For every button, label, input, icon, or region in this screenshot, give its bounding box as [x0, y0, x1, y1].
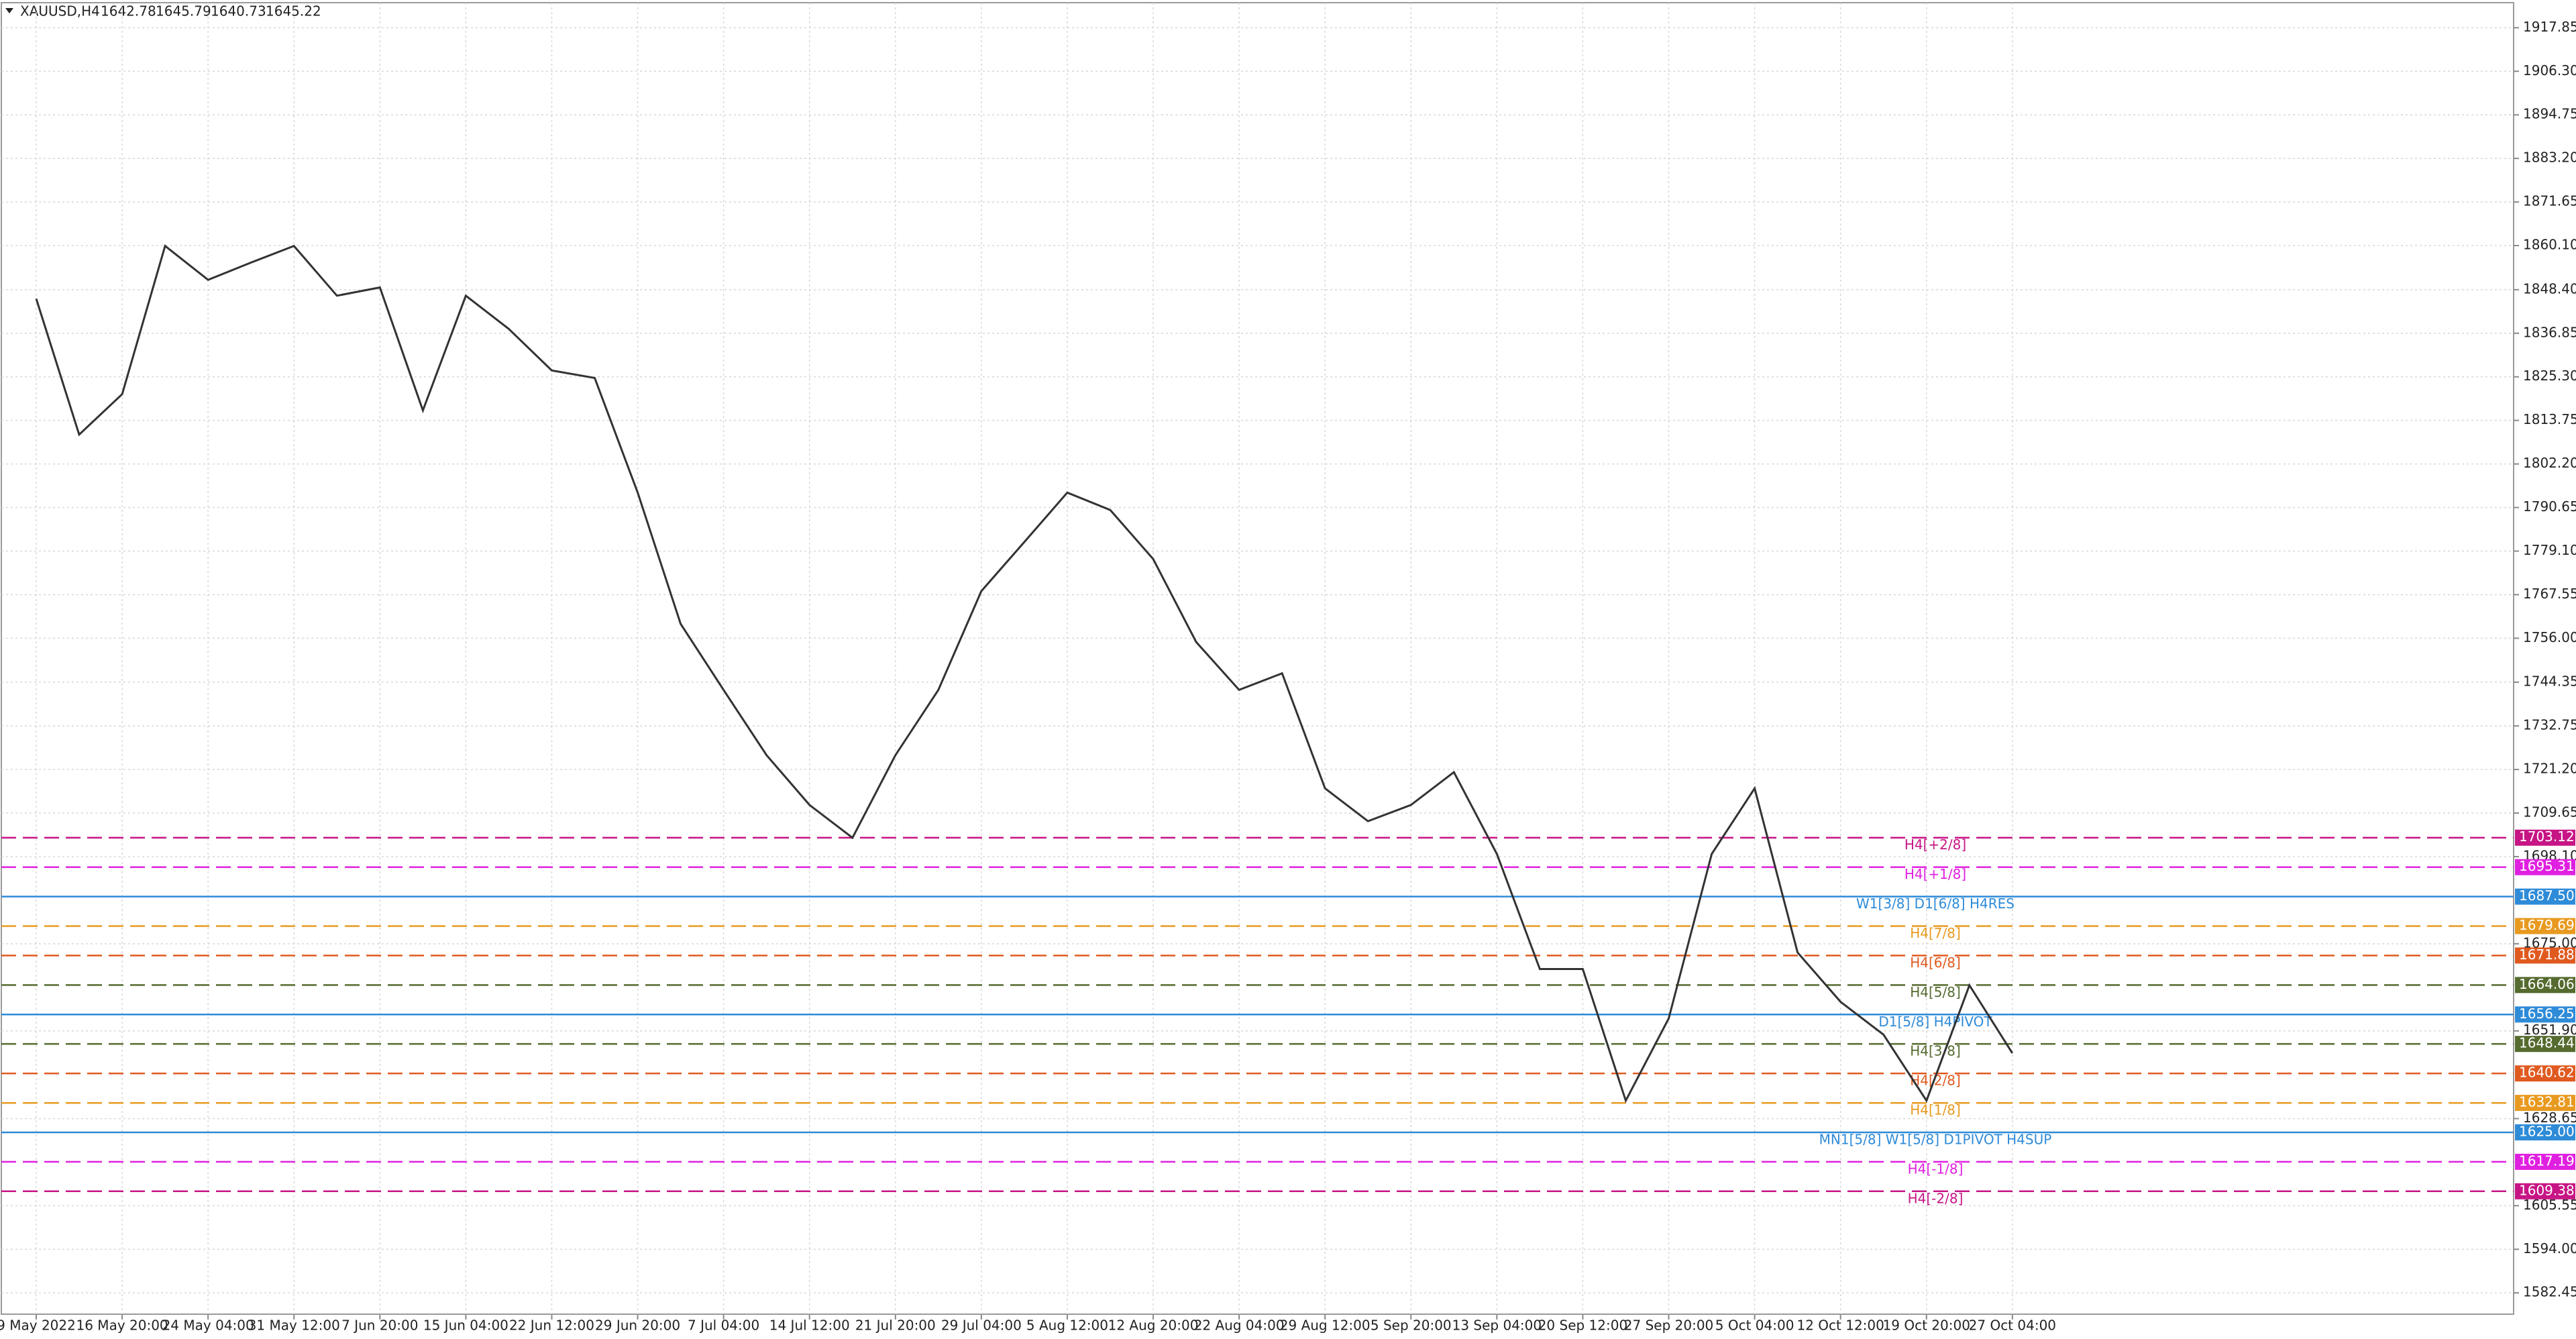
level-value-label: 1679.69: [2519, 917, 2575, 933]
level-label: H4[5/8]: [1910, 984, 1961, 1000]
y-tick-label: 1825.30: [2523, 368, 2576, 384]
level-label: H4[-1/8]: [1908, 1161, 1964, 1177]
x-tick-label: 24 May 04:00: [162, 1318, 254, 1334]
y-tick-label: 1721.20: [2523, 761, 2576, 777]
level-value-label: 1640.62: [2519, 1065, 2575, 1081]
level-value-box: [2515, 1006, 2575, 1023]
level-value-label: 1687.50: [2519, 888, 2575, 904]
level-label: H4[1/8]: [1910, 1102, 1961, 1118]
y-tick-label: 1883.20: [2523, 150, 2576, 166]
y-tick-label: 1813.75: [2523, 411, 2576, 427]
level-value-box: [2515, 1095, 2575, 1112]
y-tick-label: 1836.85: [2523, 324, 2576, 340]
level-label: H4[6/8]: [1910, 955, 1961, 971]
y-tick-label: 1860.10: [2523, 237, 2576, 253]
level-value-box: [2515, 977, 2575, 994]
level-label: D1[5/8] H4PIVOT: [1878, 1014, 1992, 1030]
x-tick-label: 29 Aug 12:00: [1280, 1318, 1371, 1334]
price-line: [35, 244, 2014, 1104]
quote-value: 1640.73: [211, 3, 266, 19]
x-tick-label: 21 Jul 20:00: [855, 1318, 936, 1334]
level-label: MN1[5/8] W1[5/8] D1PIVOT H4SUP: [1819, 1131, 2052, 1147]
x-tick-label: 22 Jun 12:00: [509, 1318, 594, 1334]
x-tick-label: 7 Jul 04:00: [688, 1318, 759, 1334]
level-value-box: [2515, 947, 2575, 964]
x-tick-label: 12 Oct 12:00: [1796, 1318, 1884, 1334]
y-tick-label: 1756.00: [2523, 629, 2576, 645]
y-tick-label: 1732.75: [2523, 717, 2576, 733]
y-tick-label: 1917.85: [2523, 19, 2576, 35]
level-value-box: [2515, 829, 2575, 846]
level-value-box: [2515, 859, 2575, 875]
level-label: H4[7/8]: [1910, 925, 1961, 941]
x-tick-label: 16 May 20:00: [76, 1318, 168, 1334]
level-value-label: 1632.81: [2519, 1094, 2575, 1110]
level-label: H4[3/8]: [1910, 1043, 1961, 1059]
y-tick-label: 1651.90: [2523, 1022, 2576, 1038]
x-tick-label: 19 Oct 20:00: [1883, 1318, 1970, 1334]
level-value-label: 1656.25: [2519, 1006, 2575, 1022]
x-tick-label: 14 Jul 12:00: [769, 1318, 850, 1334]
y-tick-label: 1871.65: [2523, 193, 2576, 209]
symbol: XAUUSD,H4: [20, 3, 100, 19]
x-tick-label: 5 Aug 12:00: [1026, 1318, 1108, 1334]
y-tick-label: 1582.45: [2523, 1284, 2576, 1300]
level-label: H4[-2/8]: [1908, 1190, 1964, 1206]
y-tick-label: 1779.10: [2523, 542, 2576, 558]
level-value-box: [2515, 1153, 2575, 1170]
level-value-box: [2515, 918, 2575, 934]
y-tick-label: 1709.65: [2523, 804, 2576, 820]
x-tick-label: 29 Jun 20:00: [595, 1318, 680, 1334]
y-tick-label: 1906.30: [2523, 62, 2576, 78]
y-tick-label: 1767.55: [2523, 586, 2576, 602]
x-tick-label: 5 Oct 04:00: [1715, 1318, 1794, 1334]
level-value-box: [2515, 1124, 2575, 1140]
level-label: H4[+1/8]: [1904, 866, 1966, 882]
y-tick-label: 1744.35: [2523, 673, 2576, 689]
x-tick-label: 5 Sep 20:00: [1371, 1318, 1452, 1334]
level-value-label: 1648.44: [2519, 1035, 2575, 1051]
quote-value: 1642.78: [101, 3, 156, 19]
x-tick-label: 20 Sep 12:00: [1538, 1318, 1628, 1334]
x-tick-label: 13 Sep 04:00: [1452, 1318, 1542, 1334]
x-tick-label: 29 Jul 04:00: [941, 1318, 1022, 1334]
y-tick-label: 1894.75: [2523, 106, 2576, 122]
x-tick-label: 7 Jun 20:00: [341, 1318, 418, 1334]
level-value-box: [2515, 1036, 2575, 1053]
level-value-box: [2515, 1065, 2575, 1082]
level-value-label: 1695.31: [2519, 858, 2575, 874]
y-tick-label: 1790.65: [2523, 498, 2576, 515]
x-tick-label: 22 Aug 04:00: [1194, 1318, 1285, 1334]
x-tick-label: 27 Sep 20:00: [1624, 1318, 1714, 1334]
quote-value: 1645.22: [266, 3, 321, 19]
x-tick-label: 12 Aug 20:00: [1108, 1318, 1199, 1334]
quote-value: 1645.79: [156, 3, 211, 19]
x-tick-label: 27 Oct 04:00: [1969, 1318, 2056, 1334]
level-value-label: 1609.38: [2519, 1182, 2575, 1198]
y-tick-label: 1628.65: [2523, 1110, 2576, 1126]
y-tick-label: 1802.20: [2523, 455, 2576, 471]
x-tick-label: 31 May 12:00: [248, 1318, 340, 1334]
level-value-box: [2515, 888, 2575, 905]
level-label: H4[+2/8]: [1904, 837, 1966, 853]
level-label: W1[3/8] D1[6/8] H4RES: [1856, 896, 2015, 912]
y-tick-label: 1594.00: [2523, 1240, 2576, 1256]
menu-arrow[interactable]: [5, 8, 13, 13]
level-value-label: 1664.06: [2519, 976, 2575, 992]
level-value-label: 1617.19: [2519, 1153, 2575, 1169]
level-value-box: [2515, 1183, 2575, 1199]
level-value-label: 1671.88: [2519, 947, 2575, 963]
x-tick-label: 15 Jun 04:00: [423, 1318, 508, 1334]
y-tick-label: 1605.55: [2523, 1197, 2576, 1213]
x-tick-label: 9 May 2022: [0, 1318, 76, 1334]
level-value-label: 1625.00: [2519, 1123, 2575, 1139]
y-tick-label: 1848.40: [2523, 280, 2576, 297]
level-value-label: 1703.12: [2519, 828, 2575, 845]
plot-frame: [1, 2, 2514, 1315]
